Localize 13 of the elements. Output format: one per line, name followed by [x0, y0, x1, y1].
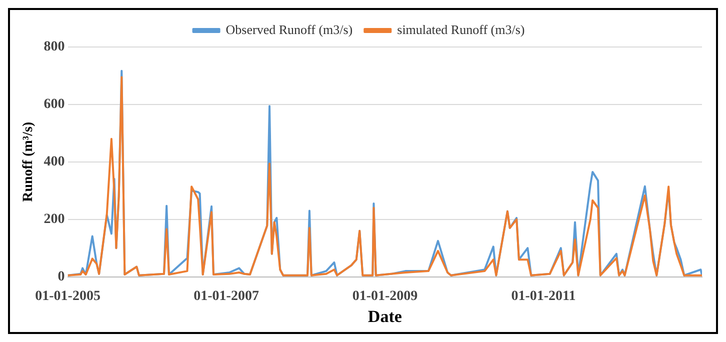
legend-label: Observed Runoff (m3/s): [226, 22, 353, 37]
y-tick-label: 0: [58, 269, 65, 284]
y-axis-title: Runoff (m³/s): [21, 122, 36, 202]
y-tick-label: 200: [44, 212, 65, 227]
x-tick-label: 01-01-2007: [194, 288, 259, 304]
y-tick-label: 800: [44, 40, 65, 55]
y-tick-label: 600: [44, 97, 65, 112]
x-axis-title: Date: [368, 307, 402, 326]
y-tick-label: 400: [44, 154, 65, 170]
x-tick-label: 01-01-2005: [35, 288, 100, 304]
x-tick-label: 01-01-2009: [352, 288, 418, 304]
legend-label: simulated Runoff (m3/s): [397, 22, 525, 37]
x-tick-label: 01-01-2011: [511, 288, 576, 304]
